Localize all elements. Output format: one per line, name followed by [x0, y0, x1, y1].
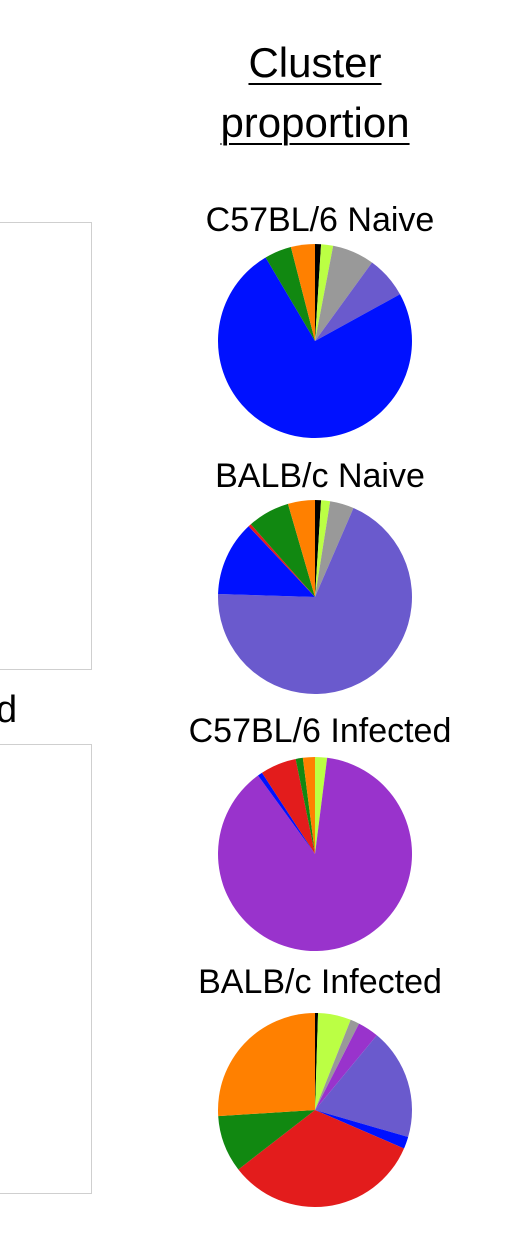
pie-slice-balbc-naive-5: [248, 524, 315, 597]
pie-slice-c57bl6-naive-0: [315, 243, 322, 341]
pie-slice-c57bl6-infected-2: [257, 772, 315, 854]
pie-slice-c57bl6-naive-1: [315, 244, 334, 341]
pie-slice-balbc-infected-7: [218, 1110, 315, 1170]
heading-line-2: proportion: [200, 94, 430, 152]
pie-slice-c57bl6-naive-5: [265, 247, 315, 341]
pie-slice-balbc-infected-6: [238, 1110, 405, 1207]
pie-slice-c57bl6-naive-2: [315, 245, 373, 341]
pie-slice-balbc-naive-4: [218, 526, 315, 597]
pie-balbc-infected: [217, 1013, 413, 1207]
pie-slice-balbc-infected-1: [315, 1013, 351, 1110]
pie-slice-balbc-infected-8: [217, 1013, 315, 1117]
pie-title-balbc-infected: BALB/c Infected: [198, 963, 442, 1001]
pie-slice-c57bl6-infected-4: [295, 757, 315, 854]
pie-slice-c57bl6-naive-4: [217, 257, 412, 439]
pie-slice-balbc-infected-5: [315, 1110, 409, 1149]
pie-slice-balbc-naive-6: [250, 503, 315, 597]
pie-slice-balbc-infected-0: [315, 1013, 319, 1110]
pie-slice-balbc-infected-4: [315, 1035, 413, 1138]
heading-line-1: Cluster: [200, 34, 430, 92]
pie-balbc-naive: [218, 500, 413, 695]
pie-title-c57bl6-naive: C57BL/6 Naive: [205, 201, 435, 239]
pie-title-balbc-naive: BALB/c Naive: [215, 457, 425, 495]
pie-title-c57bl6-infected: C57BL/6 Infected: [188, 712, 452, 750]
umap-plot-bottom: [0, 744, 92, 1194]
pie-slice-c57bl6-naive-3: [315, 262, 400, 341]
pie-slice-c57bl6-infected-3: [262, 758, 315, 854]
pie-slice-c57bl6-infected-1: [218, 757, 413, 951]
pie-slice-balbc-naive-3: [218, 507, 413, 695]
pie-slice-c57bl6-infected-0: [315, 757, 328, 854]
pie-slice-balbc-infected-3: [315, 1023, 377, 1110]
pie-slice-c57bl6-infected-5: [302, 757, 315, 854]
heading-proportion: proportion: [220, 99, 410, 146]
umap-plot-top: [0, 222, 92, 670]
pie-c57bl6-naive: [217, 243, 412, 439]
heading-cluster: Cluster: [248, 39, 382, 86]
pie-slice-balbc-naive-0: [315, 500, 322, 597]
pie-c57bl6-infected: [218, 757, 413, 951]
pie-slice-balbc-infected-2: [315, 1019, 360, 1110]
pie-slice-balbc-naive-7: [287, 500, 315, 597]
pie-slice-balbc-naive-2: [315, 501, 354, 597]
panel-label-fragment: d: [0, 689, 18, 731]
pie-slice-balbc-naive-1: [315, 500, 331, 597]
pie-slice-c57bl6-naive-6: [290, 244, 315, 341]
